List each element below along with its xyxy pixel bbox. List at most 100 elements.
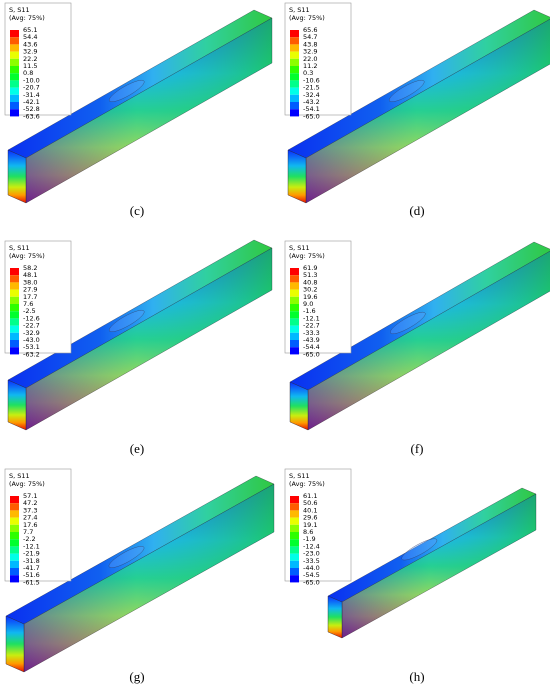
legend-swatch	[10, 539, 19, 547]
legend-swatch	[290, 325, 299, 333]
legend-value: 19.1	[303, 521, 317, 529]
legend-swatch	[10, 304, 19, 312]
legend-swatch	[290, 311, 299, 319]
panel: S, S11(Avg: 75%) 65.154.443.632.922.211.5…	[4, 2, 273, 218]
legend: S, S11(Avg: 75%) 65.654.743.832.922.011.2…	[284, 2, 352, 120]
legend-value: -32.4	[303, 91, 320, 99]
legend: S, S11(Avg: 75%)57.147.237.327.417.67.7-…	[4, 468, 72, 586]
caption: (g)	[129, 669, 144, 684]
legend-value: -12.1	[23, 542, 40, 550]
legend-swatch	[10, 289, 19, 297]
legend-value: -10.6	[303, 76, 320, 84]
legend-swatch	[290, 575, 299, 583]
legend-value: 19.6	[303, 293, 317, 301]
legend-value: -33.5	[303, 557, 320, 565]
legend-swatch	[10, 94, 19, 102]
legend-value: -44.0	[303, 564, 320, 572]
legend: S, S11(Avg: 75%)61.951.340.830.219.69.0-…	[284, 240, 352, 358]
legend-swatch	[10, 325, 19, 333]
legend-swatch	[290, 102, 299, 110]
legend-value: 29.6	[303, 514, 317, 522]
legend-value: -22.7	[303, 322, 320, 330]
legend-value: -41.7	[23, 564, 40, 572]
beam	[287, 9, 550, 204]
beam-side-shade	[341, 493, 537, 639]
legend-swatch	[290, 332, 299, 340]
legend-swatch	[290, 268, 299, 276]
legend-swatch	[290, 51, 299, 59]
beam-end	[289, 381, 309, 431]
legend-value: 47.2	[23, 499, 37, 507]
legend-swatch	[290, 496, 299, 504]
legend-swatch	[10, 51, 19, 59]
legend-swatch	[290, 296, 299, 304]
legend-value: -12.1	[303, 314, 320, 322]
legend-value: 27.9	[23, 286, 37, 294]
legend-value: -63.6	[23, 112, 40, 120]
caption: (e)	[130, 441, 144, 456]
legend-swatch	[290, 517, 299, 525]
loading-zone	[108, 310, 145, 332]
legend-swatch	[10, 347, 19, 355]
legend-value: -51.6	[23, 571, 40, 579]
legend-swatch	[290, 58, 299, 66]
beam	[289, 241, 550, 431]
legend-title: S, S11	[289, 6, 310, 14]
legend-title: S, S11	[9, 6, 30, 14]
legend-swatch	[10, 73, 19, 81]
legend: S, S11(Avg: 75%)61.150.640.129.619.18.6-…	[284, 468, 352, 586]
legend-value: 65.1	[23, 26, 37, 34]
legend-value: 27.4	[23, 514, 37, 522]
beam-end	[327, 595, 343, 639]
beam-end	[287, 149, 307, 204]
legend-swatch	[10, 546, 19, 554]
legend-swatch	[10, 44, 19, 52]
loading-zone	[388, 80, 425, 102]
legend-value: -12.4	[303, 542, 320, 550]
legend-swatch	[10, 37, 19, 45]
legend-swatch	[290, 94, 299, 102]
legend-value: -65.0	[303, 578, 320, 586]
legend-value: -65.0	[303, 350, 320, 358]
legend-value: 30.2	[303, 286, 317, 294]
legend-value: -2.5	[23, 307, 36, 315]
legend-swatch	[290, 510, 299, 518]
legend-value: 11.2	[303, 62, 317, 70]
legend-swatch	[290, 44, 299, 52]
legend-value: -43.2	[303, 98, 320, 106]
legend-subtitle: (Avg: 75%)	[9, 14, 45, 22]
legend-subtitle: (Avg: 75%)	[289, 480, 325, 488]
legend-swatch	[290, 546, 299, 554]
legend-value: -33.3	[303, 329, 320, 337]
legend-swatch	[10, 575, 19, 583]
legend-value: 51.3	[303, 271, 317, 279]
legend-value: -20.7	[23, 84, 40, 92]
panel: S, S11(Avg: 75%)61.951.340.830.219.69.0-…	[284, 240, 550, 456]
beam	[7, 239, 273, 431]
legend-swatch	[290, 568, 299, 576]
legend-title: S, S11	[9, 244, 30, 252]
legend: S, S11(Avg: 75%)58.248.138.027.917.77.6-…	[4, 240, 72, 358]
legend-value: 48.1	[23, 271, 37, 279]
legend-value: -1.6	[303, 307, 316, 315]
legend-swatch	[290, 275, 299, 283]
legend-swatch	[290, 340, 299, 348]
legend-swatch	[10, 568, 19, 576]
legend-value: 40.8	[303, 278, 317, 286]
legend-swatch	[10, 532, 19, 540]
legend-swatch	[10, 296, 19, 304]
legend-swatch	[10, 510, 19, 518]
legend-value: -54.4	[303, 343, 320, 351]
legend-value: -54.1	[303, 105, 320, 113]
legend-value: -21.5	[303, 84, 320, 92]
legend-value: -52.8	[23, 105, 40, 113]
legend-swatch	[290, 80, 299, 88]
legend-swatch	[290, 73, 299, 81]
legend-value: -32.9	[23, 329, 40, 337]
legend-subtitle: (Avg: 75%)	[9, 252, 45, 260]
panel: S, S11(Avg: 75%)58.248.138.027.917.77.6-…	[4, 239, 273, 456]
legend-value: 7.7	[23, 528, 33, 536]
legend-value: -21.9	[23, 550, 40, 558]
